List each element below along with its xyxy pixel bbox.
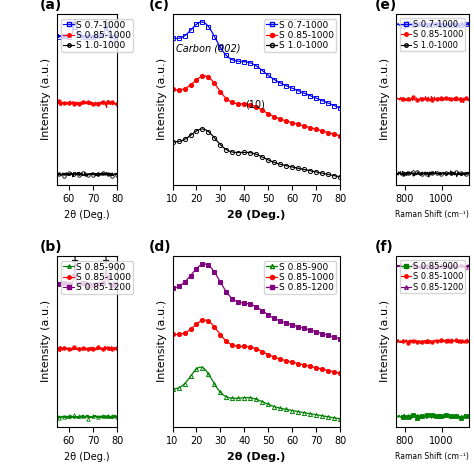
Y-axis label: Intensity (a.u.): Intensity (a.u.) [41,58,51,140]
X-axis label: Raman Shift (cm⁻¹): Raman Shift (cm⁻¹) [395,452,469,461]
Text: (f): (f) [375,240,393,254]
Text: +: + [71,256,79,266]
Text: +: + [102,18,110,28]
X-axis label: 2θ (Deg.): 2θ (Deg.) [64,210,110,220]
Text: (d): (d) [149,240,172,254]
Legend: S 0.7-1000, S 0.85-1000, S 1.0-1000: S 0.7-1000, S 0.85-1000, S 1.0-1000 [400,18,465,51]
Y-axis label: Intensity (a.u.): Intensity (a.u.) [380,58,390,140]
Y-axis label: Intensity (a.u.): Intensity (a.u.) [41,301,51,383]
Legend: S 0.85-900, S 0.85-1000, S 0.85-1200: S 0.85-900, S 0.85-1000, S 0.85-1200 [62,261,133,294]
Legend: S 0.7-1000, S 0.85-1000, S 1.0-1000: S 0.7-1000, S 0.85-1000, S 1.0-1000 [264,19,336,52]
Text: (a): (a) [40,0,62,12]
Legend: S 0.7-1000, S 0.85-1000, S 1.0-1000: S 0.7-1000, S 0.85-1000, S 1.0-1000 [62,19,133,52]
X-axis label: Raman Shift (cm⁻¹): Raman Shift (cm⁻¹) [395,210,469,219]
X-axis label: 2θ (Deg.): 2θ (Deg.) [227,452,285,462]
Y-axis label: Intensity (a.u.): Intensity (a.u.) [380,301,390,383]
X-axis label: 2θ (Deg.): 2θ (Deg.) [64,452,110,462]
Y-axis label: Intensity (a.u.): Intensity (a.u.) [157,58,167,140]
Text: +: + [102,256,110,266]
Text: Carbon (002): Carbon (002) [176,44,240,54]
Text: (10): (10) [245,100,264,110]
Text: +: + [71,18,79,28]
Legend: S 0.85-900, S 0.85-1000, S 0.85-1200: S 0.85-900, S 0.85-1000, S 0.85-1200 [400,260,465,293]
Text: (b): (b) [40,240,63,254]
Legend: S 0.85-900, S 0.85-1000, S 0.85-1200: S 0.85-900, S 0.85-1000, S 0.85-1200 [264,261,336,294]
X-axis label: 2θ (Deg.): 2θ (Deg.) [227,210,285,220]
Text: (e): (e) [375,0,397,12]
Text: (c): (c) [149,0,170,12]
Y-axis label: Intensity (a.u.): Intensity (a.u.) [157,301,167,383]
